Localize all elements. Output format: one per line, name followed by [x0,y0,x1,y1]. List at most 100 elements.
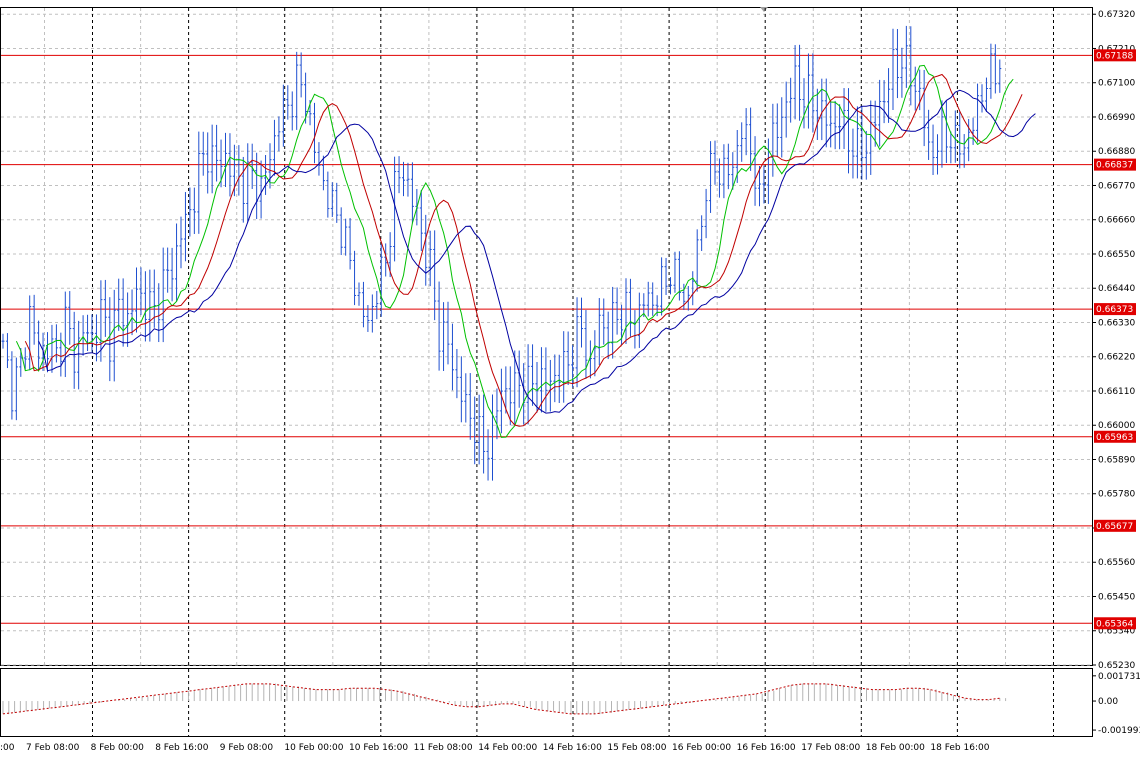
price-bar [166,247,170,293]
price-bar [112,289,116,382]
price-bar [277,116,281,152]
price-tick-label: 0.66110 [1098,387,1135,397]
price-bar [931,124,935,176]
price-bar [290,91,294,131]
price-bar [873,100,877,147]
price-bar [958,111,962,169]
price-bar [313,102,316,164]
price-bar [170,247,174,302]
price-bar [829,100,833,148]
level-price-label: 0.67188 [1096,51,1133,61]
price-bar [397,156,401,194]
level-price-label: 0.66837 [1096,161,1133,171]
price-bar [366,305,370,332]
price-bar [717,158,721,198]
price-bar [775,103,779,158]
price-tick-label: 0.66660 [1098,216,1135,226]
price-bar [450,323,454,391]
price-bar [953,110,957,163]
price-tick-label: 0.66990 [1098,113,1135,123]
price-bar [197,131,201,234]
price-bar [317,142,321,176]
price-bar [940,100,944,168]
level-price-tag [1094,49,1136,62]
price-bar [864,130,868,180]
price-bar [936,134,939,175]
price-bar [900,47,904,98]
price-bar [459,356,463,423]
price-bar [281,84,285,147]
price-bar [135,267,138,333]
price-bar [646,281,650,317]
price-bar [637,292,641,348]
price-bar [753,136,757,206]
price-bar [375,290,379,320]
price-bar [326,171,330,218]
ma-mid-line [24,73,1023,427]
price-bar [922,69,926,147]
price-tick-label: 0.66770 [1098,181,1135,191]
price-bar [855,106,859,179]
price-bar [673,251,677,293]
price-bar [272,119,276,176]
price-bar [976,83,980,143]
osc-tick-label: 0.001731 [1098,672,1140,682]
level-price-label: 0.65677 [1096,522,1133,532]
price-tick-label: 0.65890 [1098,455,1135,465]
ma-fast-line [15,64,1014,438]
price-bar [980,84,984,113]
price-bar [993,44,997,94]
price-bar [286,85,290,120]
price-bar [780,97,784,158]
price-bar [860,106,864,180]
time-tick-label: 8 Feb 00:00 [91,743,145,753]
level-price-tag [1094,430,1136,443]
price-bar [887,68,891,123]
time-tick-label: 8 Feb 16:00 [155,743,209,753]
price-bar [677,251,681,301]
price-bar [802,78,806,129]
price-bar [86,314,90,352]
price-bar [379,243,383,317]
price-bar [384,243,388,277]
price-bar [437,281,441,371]
price-bar [713,140,717,185]
price-bar [206,132,210,194]
price-bar [726,143,730,190]
level-price-tag [1094,519,1136,532]
price-bar [210,124,214,194]
price-bar [304,72,308,124]
price-bar [847,88,850,174]
price-bar [357,282,361,306]
price-bar [526,344,530,425]
price-bar [424,214,428,286]
price-tick-label: 0.65340 [1098,627,1135,637]
oscillator-panel-frame [0,668,1093,737]
time-tick-label: 11 Feb 08:00 [414,743,473,753]
price-bar [299,52,303,98]
price-bar [455,348,459,399]
time-tick-label: 16 Feb 00:00 [672,743,731,753]
price-bar [651,282,655,316]
time-tick-label: :00 [0,743,15,753]
price-bar [14,357,18,421]
price-bar [321,155,325,191]
price-bar [215,124,219,182]
price-tick-label: 0.66330 [1098,318,1135,328]
price-bar [878,79,882,147]
price-bar [188,187,192,237]
price-bar [54,324,58,363]
price-bar [553,354,557,403]
shift-marker-icon[interactable] [760,7,768,12]
price-bar [442,302,446,371]
price-bar [393,156,397,262]
price-bar [495,388,499,440]
price-bar [749,107,753,171]
price-bar [419,190,423,252]
level-price-label: 0.66373 [1096,305,1133,315]
price-tick-label: 0.66440 [1098,284,1135,294]
price-bar [508,366,512,426]
time-tick-label: 15 Feb 08:00 [607,743,666,753]
time-tick-label: 10 Feb 00:00 [284,743,343,753]
main-panel-frame [0,7,1093,666]
